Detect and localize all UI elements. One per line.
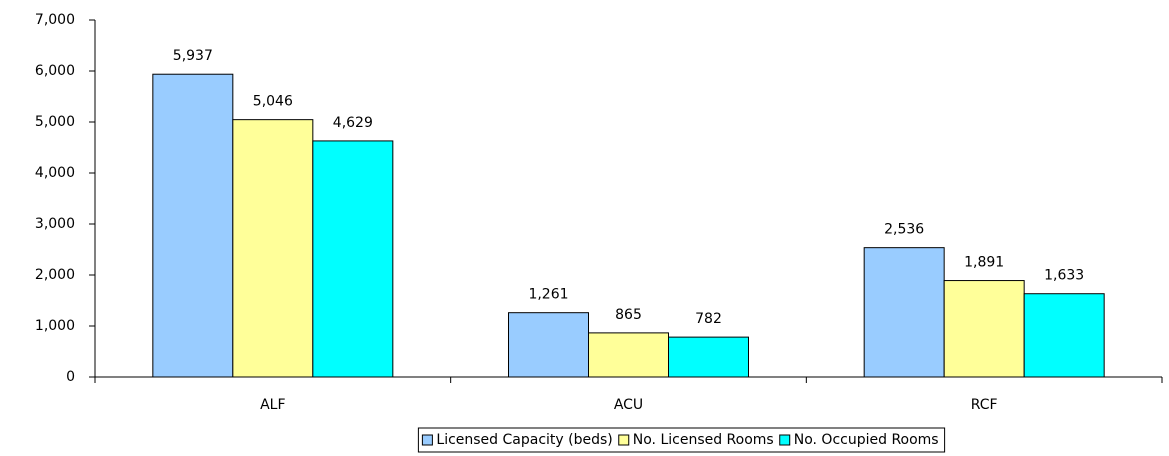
value-label: 5,046 (253, 94, 293, 110)
y-tick-label: 1,000 (35, 318, 75, 334)
x-tick-label: ALF (260, 397, 285, 413)
bar (152, 73, 234, 378)
value-label: 1,633 (1044, 268, 1084, 284)
bar (943, 280, 1025, 378)
value-label: 5,937 (173, 48, 213, 64)
bar (668, 336, 749, 378)
x-tick-label: RCF (971, 397, 998, 413)
value-label: 4,629 (333, 115, 373, 131)
y-tick-label: 2,000 (35, 267, 75, 283)
bar (232, 119, 314, 378)
legend-swatch (779, 434, 791, 446)
legend-box (417, 427, 946, 453)
value-label: 1,261 (528, 287, 568, 303)
legend-label: No. Licensed Rooms (633, 432, 774, 448)
x-tick-label: ACU (614, 397, 643, 413)
y-tick-label: 7,000 (35, 12, 75, 28)
y-tick-label: 0 (66, 369, 75, 385)
legend-label: Licensed Capacity (beds) (436, 432, 612, 448)
legend-label: No. Occupied Rooms (794, 432, 939, 448)
value-label: 782 (695, 311, 722, 327)
legend-swatch (618, 434, 630, 446)
y-tick-label: 5,000 (35, 114, 75, 130)
bar (1023, 293, 1105, 378)
bar (863, 247, 945, 378)
value-label: 2,536 (884, 222, 924, 238)
y-tick-label: 6,000 (35, 63, 75, 79)
bar (508, 312, 589, 378)
bar (588, 332, 669, 378)
y-tick-label: 3,000 (35, 216, 75, 232)
y-tick-label: 4,000 (35, 165, 75, 181)
value-label: 1,891 (964, 255, 1004, 271)
legend-swatch (421, 434, 433, 446)
bar (312, 140, 394, 378)
value-label: 865 (615, 307, 642, 323)
